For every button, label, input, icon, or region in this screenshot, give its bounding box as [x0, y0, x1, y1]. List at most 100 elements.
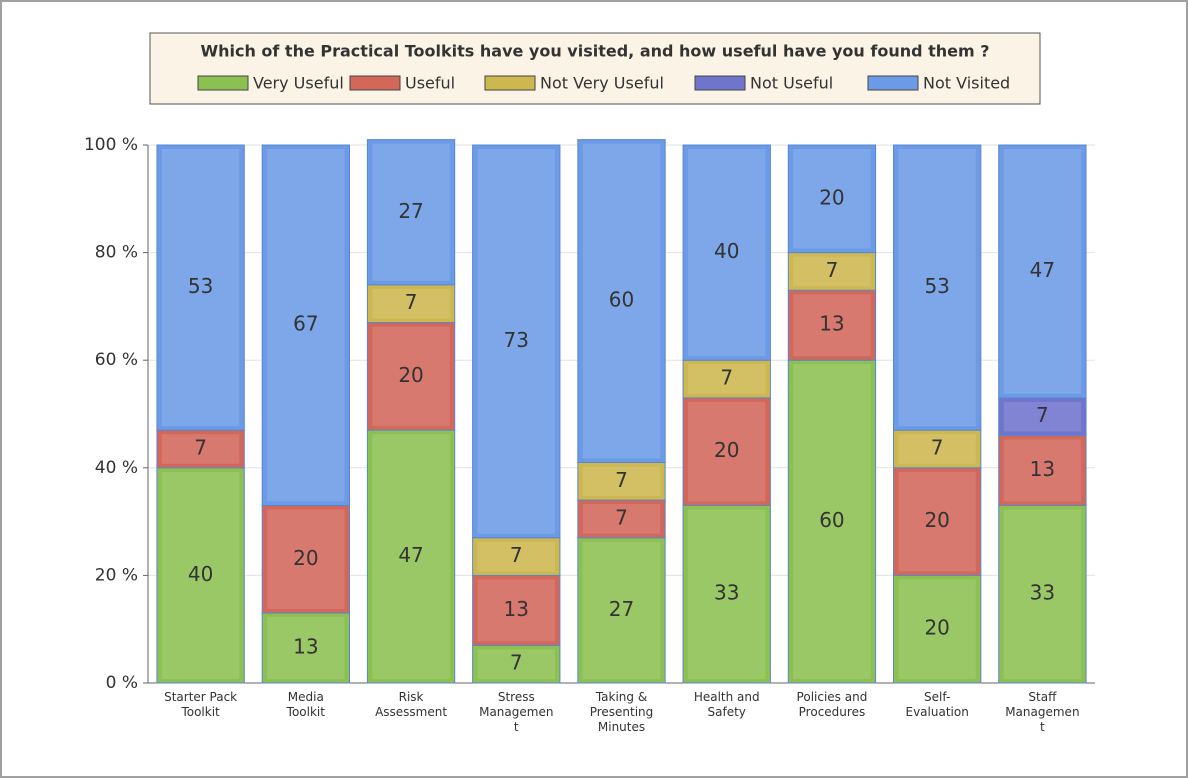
bar-segment [366, 139, 456, 286]
bar-segment [577, 139, 666, 463]
data-label: 13 [504, 597, 529, 621]
data-label: 20 [293, 546, 318, 570]
bar-inner [582, 143, 661, 459]
data-label: 13 [819, 312, 844, 336]
bar-inner [372, 143, 450, 281]
data-label: 53 [924, 274, 949, 298]
x-tick-label: Policies and Procedures [797, 690, 868, 719]
bar-segment [366, 322, 456, 431]
bar-inner [267, 617, 345, 679]
legend-box [149, 32, 1041, 105]
bar-inner [688, 149, 766, 357]
bar-inner [793, 364, 871, 679]
bar-segment [156, 467, 245, 684]
bar-segment [156, 144, 245, 431]
bar-inner [1003, 509, 1082, 679]
bar-inner [477, 149, 555, 534]
bar-inner [898, 471, 976, 572]
bar-inner [793, 294, 871, 357]
bar-segment [261, 144, 351, 506]
bar-inner [267, 509, 345, 610]
x-tick-label: Health and Safety [694, 690, 760, 719]
data-label: 27 [609, 597, 634, 621]
x-tick-label: Staff Managemen t [1005, 690, 1079, 734]
bar-segment [998, 397, 1087, 437]
bar-segment [577, 461, 666, 501]
bar-segment [577, 499, 666, 539]
bar-inner [372, 434, 450, 679]
bar-segment [787, 144, 877, 254]
x-tick-label: Risk Assessment [375, 690, 447, 719]
bar-segment [892, 144, 982, 431]
bar-segment [998, 435, 1087, 506]
bar-segment [787, 359, 877, 684]
legend-label: Very Useful [253, 74, 344, 93]
chart-title: Which of the Practical Toolkits have you… [200, 42, 989, 61]
data-label: 7 [510, 651, 523, 675]
bar-segment [472, 644, 561, 684]
bar-inner [1003, 401, 1082, 432]
data-label: 7 [615, 505, 628, 529]
x-tick-label: Stress Managemen t [479, 690, 553, 734]
bar-inner [477, 541, 555, 572]
bar-segment [577, 537, 666, 684]
data-label: 20 [398, 363, 423, 387]
data-label: 7 [405, 290, 418, 314]
legend-label: Not Very Useful [540, 74, 664, 93]
bar-inner [161, 434, 240, 464]
data-label: 20 [819, 185, 844, 209]
bar-inner [161, 149, 240, 427]
data-label: 60 [819, 508, 844, 532]
bar-inner [898, 149, 976, 427]
bar-segment [787, 289, 877, 361]
x-tick-label: Taking & Presenting Minutes [590, 690, 654, 734]
y-tick-label: 20 % [95, 565, 138, 585]
y-tick-label: 0 % [106, 673, 138, 693]
legend-swatch [867, 75, 919, 91]
bar-inner [477, 649, 555, 679]
legend-swatch [484, 75, 536, 91]
bar-segment [472, 574, 561, 646]
data-label: 47 [1030, 258, 1055, 282]
bar-segment [261, 504, 351, 614]
bar-segment [472, 144, 561, 539]
bar-inner [267, 149, 345, 502]
bar-inner [1003, 149, 1082, 394]
bar-inner [372, 288, 450, 319]
bar-inner [582, 504, 661, 534]
x-tick-label: Starter Pack Toolkit [164, 690, 237, 719]
bar-inner [793, 256, 871, 287]
bar-segment [998, 504, 1087, 684]
bar-segment [682, 359, 771, 399]
bar-segment [682, 397, 771, 506]
bar-segment [156, 429, 245, 469]
bar-inner [688, 364, 766, 394]
legend-swatch [694, 75, 746, 91]
data-label: 40 [188, 562, 213, 586]
bar-inner [477, 579, 555, 642]
data-label: 27 [398, 199, 423, 223]
data-label: 47 [398, 543, 423, 567]
data-label: 7 [194, 435, 207, 459]
bar-inner [372, 326, 450, 427]
data-label: 13 [293, 635, 318, 659]
data-label: 7 [615, 468, 628, 492]
bar-segment [366, 284, 456, 324]
legend-label: Not Visited [923, 74, 1010, 93]
bar-segment [682, 144, 771, 361]
bar-segment [472, 537, 561, 576]
bar-inner [1003, 439, 1082, 502]
legend-swatch [197, 75, 249, 91]
data-label: 73 [504, 328, 529, 352]
data-label: 7 [720, 366, 733, 390]
data-label: 7 [1036, 403, 1049, 427]
bar-segment [366, 429, 456, 684]
bar-segment [787, 252, 877, 291]
bar-inner [688, 401, 766, 502]
bar-inner [898, 579, 976, 679]
data-label: 33 [714, 581, 739, 605]
x-tick-label: Media Toolkit [286, 690, 326, 719]
data-label: 40 [714, 239, 739, 263]
x-tick-label: Self-Evaluation [906, 690, 969, 719]
legend-swatch [349, 75, 401, 91]
